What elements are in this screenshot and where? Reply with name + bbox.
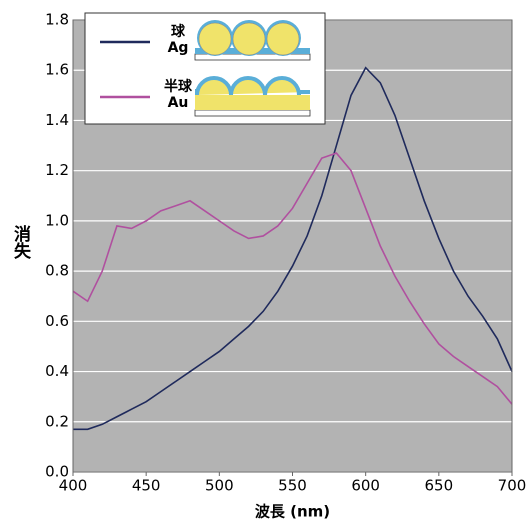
- x-tick-label: 400: [59, 477, 88, 495]
- x-tick-label: 650: [425, 477, 454, 495]
- y-tick-label: 0.8: [45, 262, 69, 280]
- y-tick-label: 0.0: [45, 463, 69, 481]
- x-tick-label: 500: [205, 477, 234, 495]
- y-tick-label: 0.6: [45, 312, 69, 330]
- y-axis-label: 消失: [10, 225, 30, 259]
- x-tick-label: 600: [351, 477, 380, 495]
- legend-label: 球 Ag: [167, 24, 189, 56]
- x-tick-label: 550: [278, 477, 307, 495]
- y-tick-label: 1.4: [45, 111, 69, 129]
- x-tick-label: 700: [498, 477, 527, 495]
- y-tick-label: 1.2: [45, 161, 69, 179]
- y-tick-label: 1.0: [45, 211, 69, 229]
- y-tick-label: 0.4: [45, 362, 69, 380]
- x-axis-label: 波長 (nm): [255, 503, 330, 521]
- legend-label: 半球 Au: [164, 79, 192, 111]
- x-tick-label: 450: [132, 477, 161, 495]
- y-tick-label: 0.2: [45, 412, 69, 430]
- series-line: [72, 152, 513, 405]
- legend-icon-sphere: [194, 20, 311, 61]
- y-tick-label: 1.8: [45, 11, 69, 29]
- series-line: [73, 66, 513, 431]
- legend-icon-hemisphere: [194, 76, 311, 117]
- y-tick-label: 1.6: [45, 61, 69, 79]
